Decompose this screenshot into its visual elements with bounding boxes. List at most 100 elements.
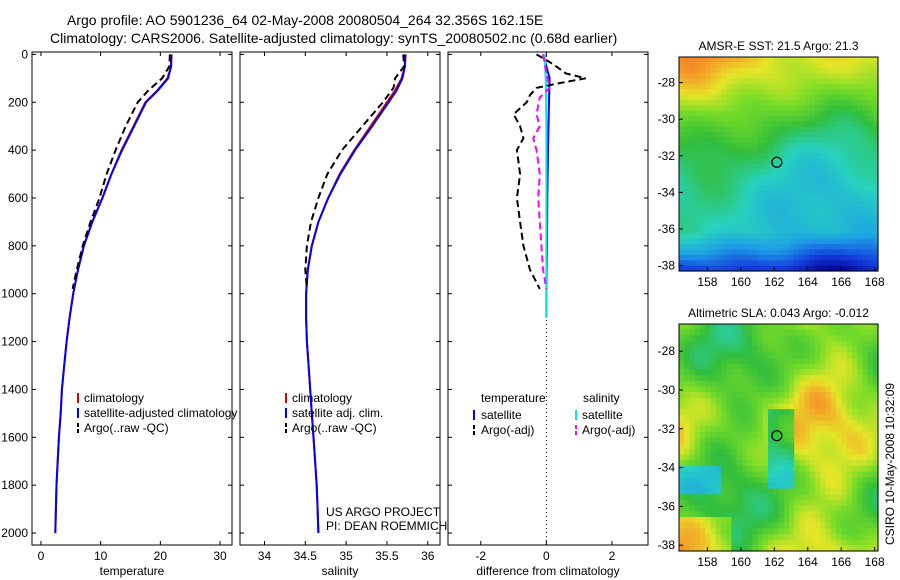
map-cell: [773, 260, 780, 267]
map-cell: [830, 494, 837, 501]
map-cell: [705, 244, 712, 251]
map-cell: [773, 465, 780, 473]
map-cell: [752, 137, 759, 144]
map-cell: [815, 431, 821, 439]
map-cell: [773, 494, 780, 501]
map-cell: [836, 233, 842, 240]
map-cell: [778, 533, 785, 541]
map-cell: [736, 324, 743, 331]
map-cell: [710, 105, 717, 112]
map-cell: [715, 83, 722, 90]
map-cell: [851, 369, 858, 376]
map-cell: [684, 254, 691, 261]
map-cell: [851, 62, 858, 69]
map-cell: [788, 545, 795, 552]
map-cell: [736, 403, 743, 410]
map-cell: [788, 454, 795, 461]
map-cell: [752, 409, 759, 416]
map-cell: [809, 115, 816, 122]
map-cell: [841, 147, 848, 154]
map-cell: [726, 329, 732, 336]
map-cell: [825, 78, 832, 85]
x-tick-label: 168: [865, 275, 885, 289]
map-cell: [862, 545, 869, 552]
map-cell: [799, 260, 806, 267]
map-cell: [867, 233, 874, 240]
map-cell: [773, 217, 780, 224]
x-tick-label: 164: [798, 275, 818, 289]
map-cell: [778, 89, 785, 96]
map-cell: [820, 147, 827, 154]
map-cell: [684, 465, 691, 473]
map-cell: [689, 142, 696, 149]
map-cell: [788, 420, 795, 427]
map-cell: [872, 482, 879, 490]
map-cell: [747, 375, 753, 382]
map-cell: [788, 57, 795, 63]
map-cell: [862, 431, 869, 439]
map-cell: [720, 533, 727, 541]
map-cell: [836, 426, 842, 433]
map-cell: [773, 126, 780, 133]
map-cell: [684, 471, 691, 478]
map-cell: [815, 488, 821, 495]
map-cell: [867, 131, 874, 138]
map-cell: [694, 126, 701, 133]
map-cell: [762, 169, 769, 176]
map-cell: [715, 233, 722, 240]
map-cell: [841, 426, 848, 433]
map-cell: [851, 83, 858, 90]
map-cell: [851, 180, 858, 186]
map-cell: [841, 397, 848, 405]
map-cell: [825, 477, 832, 484]
map-cell: [757, 505, 764, 512]
y-tick-label: -34: [658, 185, 676, 199]
map-cell: [820, 386, 827, 393]
map-cell: [862, 99, 869, 106]
map-cell: [851, 222, 858, 229]
map-cell: [710, 153, 717, 160]
map-cell: [762, 335, 769, 342]
map-cell: [720, 426, 727, 433]
map-cell: [820, 57, 827, 63]
map-cell: [872, 488, 879, 495]
map-cell: [820, 437, 827, 444]
map-cell: [825, 499, 832, 507]
map-cell: [794, 420, 801, 427]
map-cell: [679, 477, 685, 484]
map-cell: [799, 94, 806, 101]
map-cell: [715, 158, 722, 165]
map-cell: [820, 380, 827, 388]
map-cell: [720, 164, 727, 170]
map-cell: [783, 196, 790, 203]
map-cell: [699, 222, 706, 229]
map-cell: [799, 153, 806, 160]
map-cell: [830, 460, 837, 467]
map-cell: [851, 265, 858, 272]
map-cell: [846, 431, 853, 439]
map-cell: [841, 169, 848, 176]
map-cell: [862, 443, 869, 450]
map-cell: [799, 346, 806, 353]
map-cell: [809, 426, 816, 433]
map-cell: [710, 471, 717, 478]
map-cell: [794, 392, 801, 399]
map-cell: [846, 115, 853, 122]
map-cell: [720, 233, 727, 240]
map-cell: [846, 137, 853, 144]
map-cell: [715, 426, 722, 433]
map-cell: [684, 386, 691, 393]
map-cell: [699, 477, 706, 484]
map-cell: [851, 131, 858, 138]
map-cell: [846, 228, 853, 235]
map-cell: [773, 431, 780, 439]
map-cell: [830, 238, 837, 245]
map-cell: [752, 147, 759, 154]
map-cell: [788, 471, 795, 478]
map-cell: [736, 78, 743, 85]
map-cell: [731, 212, 738, 219]
map-cell: [752, 121, 759, 128]
map-cell: [699, 482, 706, 490]
map-cell: [778, 206, 785, 213]
map-cell: [762, 131, 769, 138]
